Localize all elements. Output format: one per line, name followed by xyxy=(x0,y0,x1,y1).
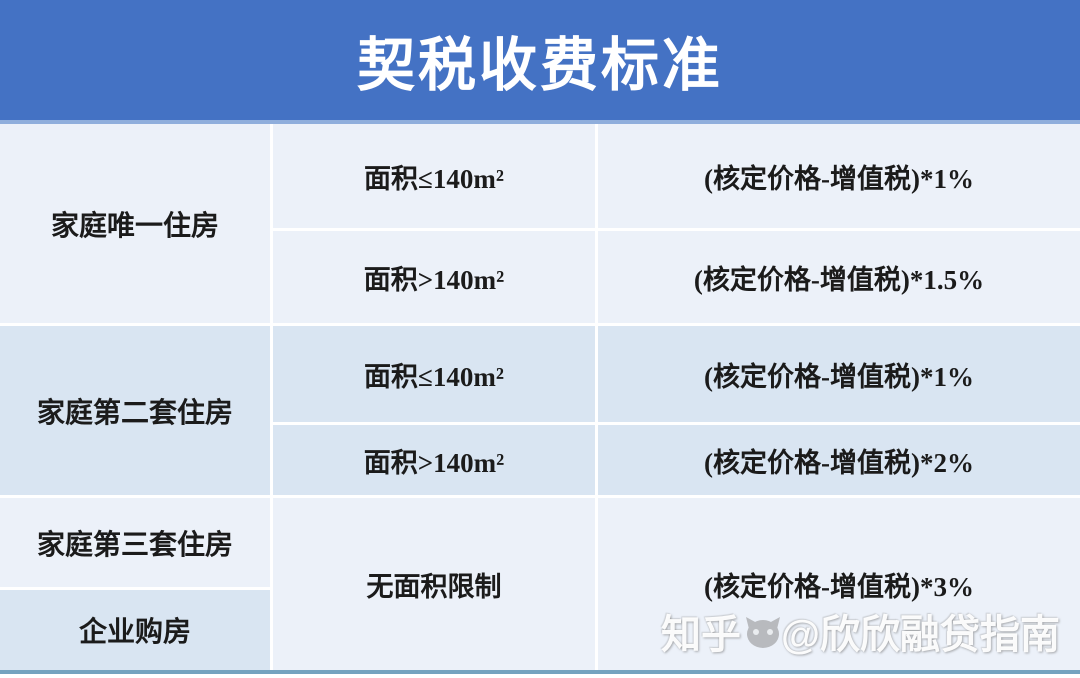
tax-rate-table: 家庭唯一住房 面积≤140m² (核定价格-增值税)*1% 面积>140m² (… xyxy=(0,124,1080,674)
category-cell-family-second-home: 家庭第二套住房 xyxy=(0,326,270,495)
category-cell-family-only-home: 家庭唯一住房 xyxy=(0,124,270,323)
condition-cell-area-gt-140-g1: 面积>140m² xyxy=(273,231,595,323)
formula-cell-1pct-g1: (核定价格-增值税)*1% xyxy=(598,124,1080,228)
condition-cell-area-lte-140-g2: 面积≤140m² xyxy=(273,326,595,422)
page-title: 契税收费标准 xyxy=(356,33,723,98)
condition-cell-no-area-limit: 无面积限制 xyxy=(273,498,595,670)
formula-cell-3pct-g3: (核定价格-增值税)*3% xyxy=(598,498,1080,670)
formula-cell-1pct-g2: (核定价格-增值税)*1% xyxy=(598,326,1080,422)
title-banner: 契税收费标准 xyxy=(0,0,1080,124)
category-cell-family-third-home: 家庭第三套住房 xyxy=(0,498,270,587)
formula-cell-1-5pct-g1: (核定价格-增值税)*1.5% xyxy=(598,231,1080,323)
condition-cell-area-lte-140-g1: 面积≤140m² xyxy=(273,124,595,228)
category-cell-corporate-purchase: 企业购房 xyxy=(0,590,270,670)
condition-cell-area-gt-140-g2: 面积>140m² xyxy=(273,425,595,495)
formula-cell-2pct-g2: (核定价格-增值税)*2% xyxy=(598,425,1080,495)
